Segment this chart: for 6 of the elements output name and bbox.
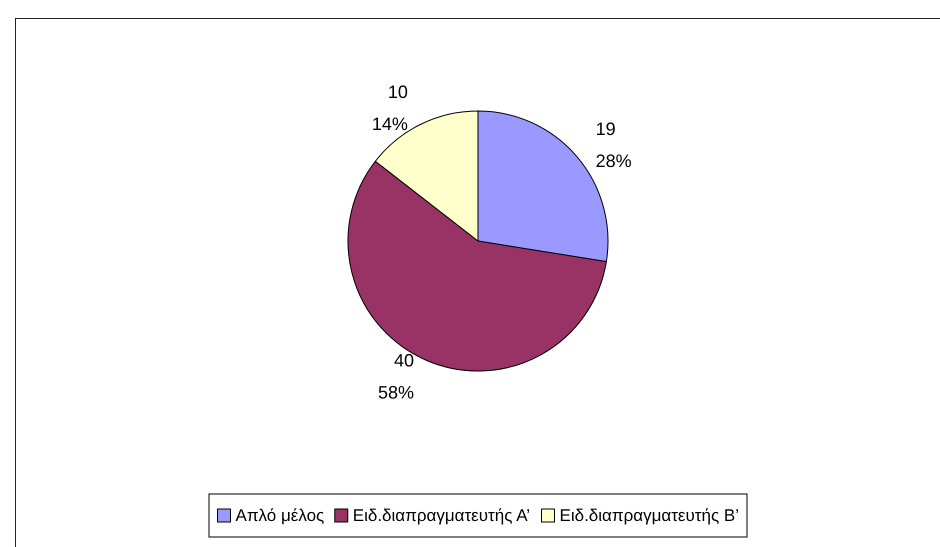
data-label: 10 14% — [372, 82, 408, 134]
data-label: 19 28% — [596, 119, 632, 172]
data-label: 40 58% — [378, 350, 414, 403]
legend-label: Ειδ.διαπραγματευτής Β’ — [559, 506, 740, 525]
legend-label: Ειδ.διαπραγματευτής Α’ — [352, 506, 530, 525]
legend-label: Απλό μέλος — [235, 506, 324, 525]
